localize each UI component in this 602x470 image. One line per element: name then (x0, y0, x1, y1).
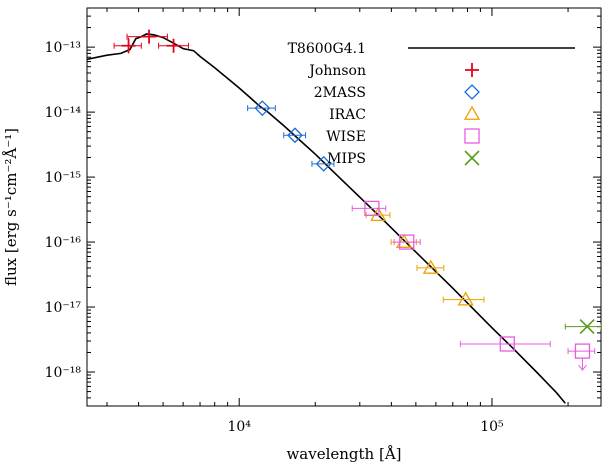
x-tick-label: 10⁵ (480, 419, 504, 435)
2mass-marker (254, 100, 271, 117)
johnson-marker (121, 38, 136, 53)
x-axis-label: wavelength [Å] (286, 445, 401, 463)
2mass-marker (287, 127, 303, 144)
data-point (393, 234, 421, 250)
series-johnson (113, 29, 189, 54)
data-point (442, 291, 485, 306)
johnson-marker (166, 38, 181, 53)
irac-marker (422, 259, 439, 274)
irac-marker (457, 291, 474, 306)
plot-frame (86, 7, 602, 407)
upper-limit-arrow (578, 358, 587, 371)
y-tick-label: 10⁻¹⁸ (45, 365, 82, 381)
legend-marker-johnson (465, 63, 479, 77)
data-point (126, 29, 168, 44)
series-irac (365, 206, 485, 306)
legend: T8600G4.1 Johnson 2MASS IRAC WISE MIPS (288, 41, 575, 167)
data-point (416, 259, 445, 274)
model-spectrum (87, 33, 566, 404)
wise-marker (574, 343, 591, 359)
y-tick-label: 10⁻¹³ (45, 40, 81, 56)
irac-marker (395, 233, 413, 248)
axis-ticks: 10⁴ 10⁵ 10⁻¹³ 10⁻¹⁴ 10⁻¹⁵ 10⁻¹⁶ 10⁻¹⁷ 10⁻¹⁸ (45, 7, 601, 435)
legend-label-johnson: Johnson (307, 63, 366, 79)
model-line (87, 33, 566, 404)
wise-marker (364, 200, 380, 217)
series-wise (351, 200, 596, 371)
y-axis-label: flux [erg s⁻¹cm⁻²Å⁻¹] (2, 128, 20, 286)
y-tick-label: 10⁻¹⁷ (45, 300, 82, 316)
axes (86, 7, 602, 407)
legend-label-irac: IRAC (329, 107, 366, 123)
legend-marker-mips (464, 150, 480, 166)
legend-marker-2mass (464, 84, 480, 100)
data-point (113, 37, 142, 54)
data-point (247, 100, 276, 117)
legend-label-wise: WISE (326, 129, 366, 145)
y-tick-label: 10⁻¹⁵ (45, 170, 82, 186)
wise-marker (399, 234, 415, 250)
irac-marker (370, 206, 387, 221)
series-mips (564, 319, 601, 335)
data-point (283, 127, 307, 144)
data-point (311, 155, 335, 172)
photometry-points (113, 29, 601, 371)
johnson-marker (142, 29, 157, 44)
series-2mass (247, 100, 335, 172)
legend-label-2mass: 2MASS (314, 85, 366, 101)
legend-label-mips: MIPS (327, 151, 366, 167)
data-point (459, 336, 551, 352)
legend-marker-wise (464, 128, 480, 144)
x-tick-label: 10⁴ (227, 419, 251, 435)
legend-label-model: T8600G4.1 (288, 41, 366, 57)
y-tick-label: 10⁻¹⁴ (45, 105, 82, 121)
data-point (567, 343, 596, 371)
legend-marker-irac (463, 105, 481, 120)
y-tick-label: 10⁻¹⁶ (45, 235, 82, 251)
mips-marker (579, 319, 595, 335)
data-point (158, 38, 189, 53)
wise-marker (499, 336, 515, 352)
data-point (564, 319, 601, 335)
data-point (351, 200, 387, 217)
2mass-marker (315, 155, 332, 172)
